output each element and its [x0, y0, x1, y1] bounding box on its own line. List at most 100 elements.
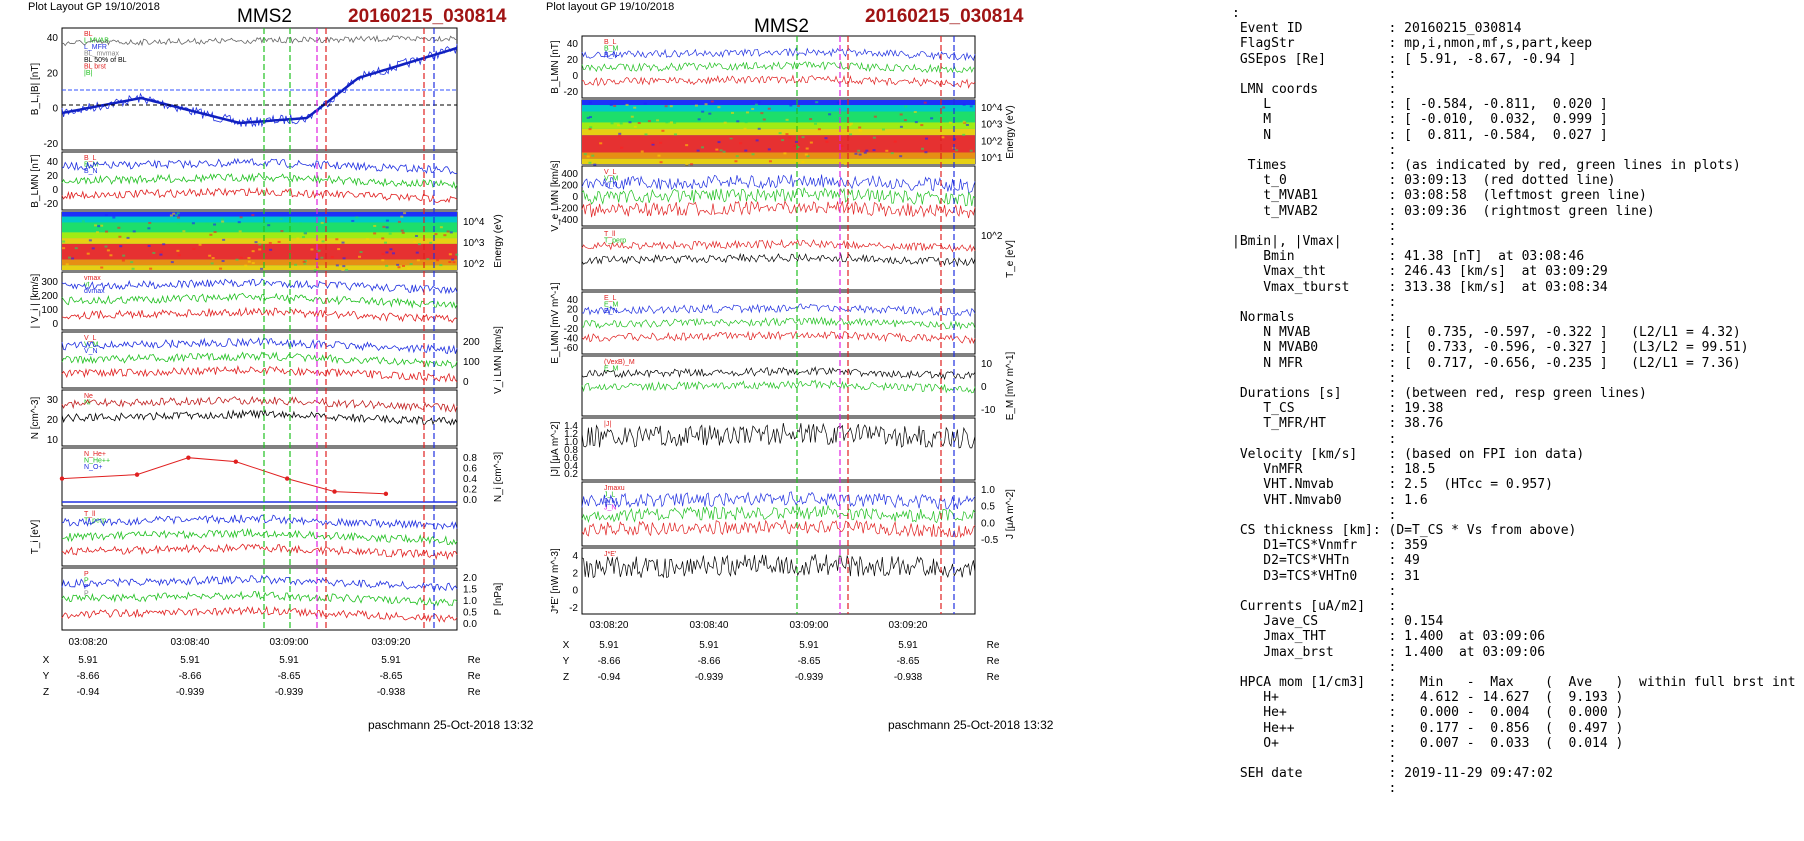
- spectrogram-speckle: [320, 221, 324, 224]
- left-pos-value: -8.66: [77, 671, 100, 682]
- left-legend-item: N_He+: [84, 451, 106, 458]
- spectrogram-speckle: [254, 241, 258, 244]
- summary-line: He+ : 0.000 - 0.004 ( 0.000 ): [1232, 705, 1624, 721]
- left-pos-label: Z: [43, 687, 49, 698]
- middle-series-line: [581, 379, 976, 394]
- spectrogram-speckle: [731, 111, 735, 114]
- summary-line: Durations [s] : (between red, resp green…: [1232, 386, 1647, 402]
- middle-spacecraft-title: MMS2: [754, 16, 809, 37]
- middle-pos-value: -8.66: [598, 656, 621, 667]
- middle-electron-spectrogram: [582, 100, 975, 166]
- spectrogram-speckle: [685, 163, 689, 166]
- spectrogram-speckle: [94, 224, 98, 227]
- spectrogram-speckle: [439, 226, 443, 229]
- middle-legend-item: V_N: [604, 182, 618, 189]
- spectrogram-speckle: [449, 231, 453, 234]
- spectrogram-speckle: [191, 222, 195, 225]
- spectrogram-speckle: [219, 267, 223, 270]
- spectrogram-speckle: [783, 152, 787, 155]
- spectrogram-speckle: [920, 147, 924, 150]
- left-legend-item: V_M: [84, 342, 99, 349]
- left-panel-tick: 10^2: [463, 259, 485, 270]
- spectrogram-speckle: [824, 137, 828, 140]
- summary-line: :: [1232, 750, 1397, 766]
- spectrogram-speckle: [913, 110, 917, 113]
- left-panel-tick: 0.2: [463, 485, 477, 496]
- spectrogram-speckle: [664, 105, 668, 108]
- left-pos-label: Y: [43, 671, 50, 682]
- summary-line: D1=TCS*Vnmfr : 359: [1232, 538, 1428, 554]
- spectrogram-speckle: [176, 212, 180, 215]
- left-series-line: [61, 278, 458, 295]
- spectrogram-speckle: [382, 225, 386, 228]
- spectrogram-band: [62, 238, 457, 244]
- middle-panel-tick: 40: [567, 295, 579, 306]
- spectrogram-speckle: [903, 119, 907, 122]
- spectrogram-speckle: [280, 230, 284, 233]
- spectrogram-speckle: [452, 261, 456, 264]
- spectrogram-speckle: [81, 220, 85, 223]
- event-summary-text: : Event ID : 20160215_030814 FlagStr : m…: [1232, 6, 1796, 797]
- left-time-tick: 03:09:20: [372, 637, 411, 648]
- left-legend-item: BL 50% of BL: [84, 57, 127, 64]
- spectrogram-speckle: [656, 119, 660, 122]
- spectrogram-speckle: [443, 234, 447, 237]
- left-legend-item: L_MFR: [84, 44, 107, 51]
- spectrogram-speckle: [613, 104, 617, 107]
- left-pos-value: 5.91: [180, 655, 200, 666]
- spectrogram-speckle: [321, 240, 325, 243]
- left-panel-ylabel: N_i [cm^-3]: [493, 452, 504, 502]
- left-pos-value: 5.91: [381, 655, 401, 666]
- spectrogram-speckle: [834, 118, 838, 121]
- spectrogram-speckle: [373, 232, 377, 235]
- middle-panel-tick: 0: [572, 192, 578, 203]
- spectrogram-speckle: [633, 106, 637, 109]
- spectrogram-speckle: [169, 214, 173, 217]
- spectrogram-speckle: [100, 224, 104, 227]
- left-panel-tick: 1.5: [463, 585, 477, 596]
- left-series-line: [61, 306, 458, 324]
- left-legend-item: P: [84, 584, 89, 591]
- spectrogram-speckle: [176, 249, 180, 252]
- spectrogram-speckle: [924, 137, 928, 140]
- left-series-line: [61, 351, 458, 369]
- middle-panel-ylabel: V_e LMN [km/s]: [550, 160, 561, 231]
- spectrogram-speckle: [407, 267, 411, 270]
- spectrogram-speckle: [669, 105, 673, 108]
- left-panel-tick: 200: [41, 291, 58, 302]
- spectrogram-speckle: [904, 105, 908, 108]
- spectrogram-speckle: [417, 243, 421, 246]
- spectrogram-speckle: [736, 120, 740, 123]
- spectrogram-speckle: [86, 252, 90, 255]
- summary-line: SEH date : 2019-11-29 09:47:02: [1232, 766, 1553, 782]
- left-pos-value: 5.91: [78, 655, 98, 666]
- left-pos-unit: Re: [468, 671, 481, 682]
- spectrogram-speckle: [237, 221, 241, 224]
- spectrogram-speckle: [65, 263, 69, 266]
- summary-line: :: [1232, 218, 1397, 234]
- middle-series-line: [581, 238, 976, 253]
- summary-line: Jave_CS : 0.154: [1232, 614, 1444, 630]
- summary-line: Jmax_THT : 1.400 at 03:09:06: [1232, 629, 1546, 645]
- spectrogram-speckle: [176, 222, 180, 225]
- spectrogram-speckle: [659, 141, 663, 144]
- spectrogram-speckle: [701, 146, 705, 149]
- summary-line: Event ID : 20160215_030814: [1232, 21, 1522, 37]
- spectrogram-speckle: [694, 104, 698, 107]
- summary-line: M : [ -0.010, 0.032, 0.999 ]: [1232, 112, 1608, 128]
- summary-line: Vmax_tht : 246.43 [km/s] at 03:09:29: [1232, 264, 1608, 280]
- spectrogram-speckle: [303, 262, 307, 265]
- spectrogram-speckle: [205, 222, 209, 225]
- spectrogram-speckle: [244, 264, 248, 267]
- left-panel-ylabel: B_L,|B| [nT]: [30, 63, 41, 116]
- left-legend-item: V_N: [84, 348, 98, 355]
- left-legend-item: Ne: [84, 393, 93, 400]
- middle-panel-tick: 0.6: [564, 453, 578, 464]
- summary-line: HPCA mom [1/cm3] : Min - Max ( Ave ) wit…: [1232, 674, 1796, 690]
- spectrogram-speckle: [130, 261, 134, 264]
- middle-series-line: [581, 187, 976, 207]
- spectrogram-speckle: [277, 240, 281, 243]
- left-legend-item: BL: [84, 31, 93, 38]
- spectrogram-speckle: [920, 124, 924, 127]
- spectrogram-speckle: [313, 269, 317, 272]
